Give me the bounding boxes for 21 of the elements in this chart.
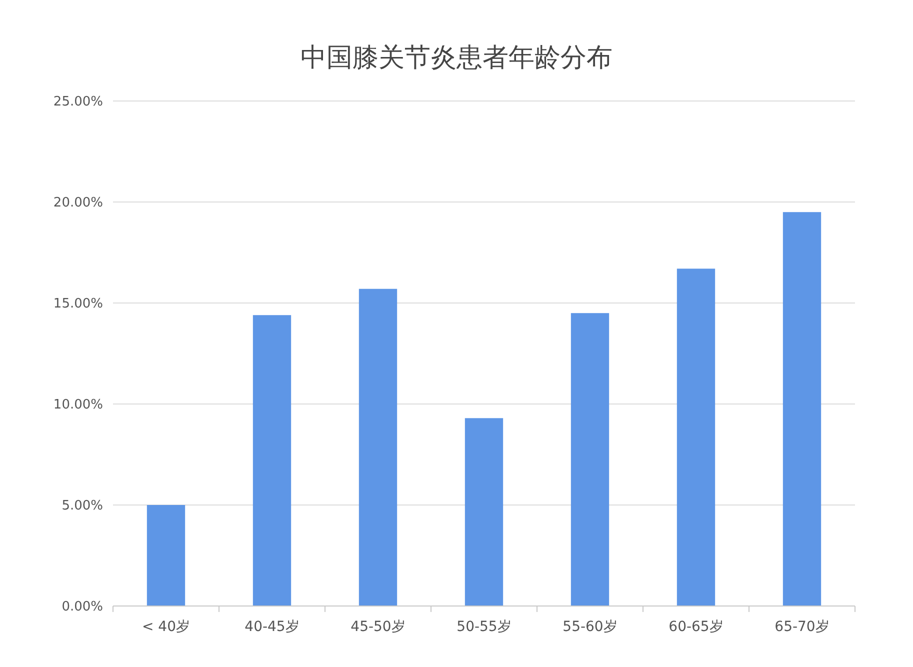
y-tick-label: 25.00%: [53, 94, 103, 110]
bar: [464, 418, 504, 606]
x-tick-label: 45-50岁: [350, 619, 406, 635]
y-tick-label: 20.00%: [53, 196, 103, 211]
x-tick-label: 65-70岁: [774, 619, 830, 635]
bar: [146, 505, 186, 606]
bar: [252, 315, 292, 606]
x-tick-label: 60-65岁: [668, 619, 724, 635]
x-tick-label: 50-55岁: [456, 619, 512, 635]
y-tick-label: 10.00%: [53, 398, 103, 413]
bar: [676, 268, 716, 606]
y-tick-label: 0.00%: [62, 600, 103, 615]
y-tick-label: 15.00%: [53, 296, 103, 312]
chart-title: 中国膝关节炎患者年龄分布: [300, 43, 612, 73]
bar: [570, 313, 610, 606]
x-tick-label: 40-45岁: [244, 619, 300, 635]
bar: [782, 212, 822, 606]
x-tick-label: 55-60岁: [562, 619, 618, 635]
y-tick-label: 5.00%: [62, 498, 103, 514]
x-tick-label: < 40岁: [142, 619, 190, 635]
bar: [358, 288, 398, 606]
